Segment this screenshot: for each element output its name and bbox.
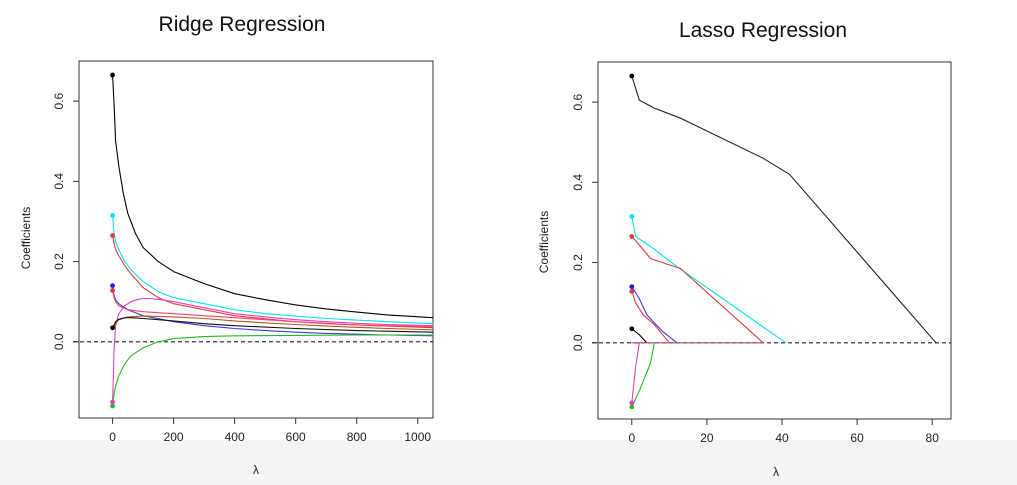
lasso-start-point-4 (629, 284, 635, 290)
lasso-y-tick-label: 0.0 (571, 334, 585, 351)
ridge-x-tick-label: 600 (286, 430, 306, 444)
lasso-x-tick-label: 40 (775, 431, 789, 445)
ridge-x-tick-label: 0 (109, 430, 116, 444)
ridge-start-point-7 (110, 399, 115, 405)
ridge-series-line-2 (112, 214, 434, 325)
lasso-series-line-7 (631, 342, 640, 404)
ridge-series-line-1 (112, 74, 434, 319)
ridge-y-tick-label: 0.0 (52, 333, 66, 350)
ridge-x-tick-label: 200 (164, 430, 184, 444)
lasso-xlabel: λ (773, 465, 779, 479)
lasso-panel: Lasso Regression 0 20 40 60 80 0.0 0.2 0.4 0.6 λ… (537, 19, 952, 479)
ridge-series-line-6 (112, 289, 434, 328)
ridge-series-line-5 (112, 297, 434, 403)
lasso-series-line-6 (631, 328, 648, 344)
lasso-title: Lasso Regression (679, 19, 847, 42)
lasso-series-line-1 (631, 75, 937, 344)
ridge-y-tick-label: 0.4 (52, 173, 66, 190)
ridge-x-tick-label: 400 (225, 430, 245, 444)
lasso-x-tick-label: 0 (628, 431, 635, 445)
lasso-start-point-8 (629, 404, 635, 410)
ridge-start-point-5 (110, 288, 115, 293)
lasso-series-line-2 (631, 215, 787, 344)
ridge-xlabel: λ (253, 463, 259, 477)
ridge-series-line-8 (112, 317, 434, 333)
ridge-start-point-3 (110, 233, 115, 238)
lasso-series-line-4 (631, 286, 678, 344)
ridge-y-tick-label: 0.2 (52, 253, 66, 270)
ridge-ylabel: Coefficients (19, 207, 33, 269)
ridge-start-point-6 (110, 325, 115, 331)
lasso-ylabel: Coefficients (537, 211, 551, 273)
ridge-panel: Ridge Regression 0 200 400 600 800 1000 0.0 0.2… (19, 13, 434, 477)
lasso-start-point-1 (629, 73, 635, 79)
lasso-start-point-7 (629, 400, 635, 406)
lasso-start-point-3 (629, 234, 635, 239)
lasso-start-point-6 (629, 326, 635, 332)
lasso-y-tick-label: 0.2 (571, 254, 585, 271)
ridge-x-tick-label: 1000 (404, 430, 431, 444)
lasso-start-point-2 (629, 214, 635, 219)
ridge-series-line-9 (112, 334, 434, 407)
ridge-y-tick-label: 0.6 (52, 92, 66, 109)
bottom-band (0, 440, 1017, 485)
ridge-start-point-4 (110, 283, 115, 289)
ridge-title: Ridge Regression (159, 13, 326, 36)
lasso-series-line-5 (631, 290, 670, 344)
ridge-start-point-2 (110, 213, 115, 218)
lasso-x-tick-label: 20 (700, 431, 714, 445)
ridge-x-tick-label: 800 (347, 430, 367, 444)
ridge-series-line-4 (112, 285, 434, 337)
ridge-start-point-1 (110, 72, 115, 78)
lasso-y-tick-label: 0.6 (571, 93, 585, 110)
lasso-series-line-8 (631, 342, 655, 408)
ridge-plot-frame (78, 60, 434, 419)
lasso-x-tick-label: 80 (926, 431, 940, 445)
lasso-plot-frame (597, 61, 952, 420)
lasso-y-tick-label: 0.4 (571, 174, 585, 191)
lasso-start-point-5 (629, 289, 635, 294)
lasso-series-line-3 (631, 235, 764, 344)
ridge-start-point-8 (110, 403, 115, 409)
lasso-x-tick-label: 60 (850, 431, 864, 445)
